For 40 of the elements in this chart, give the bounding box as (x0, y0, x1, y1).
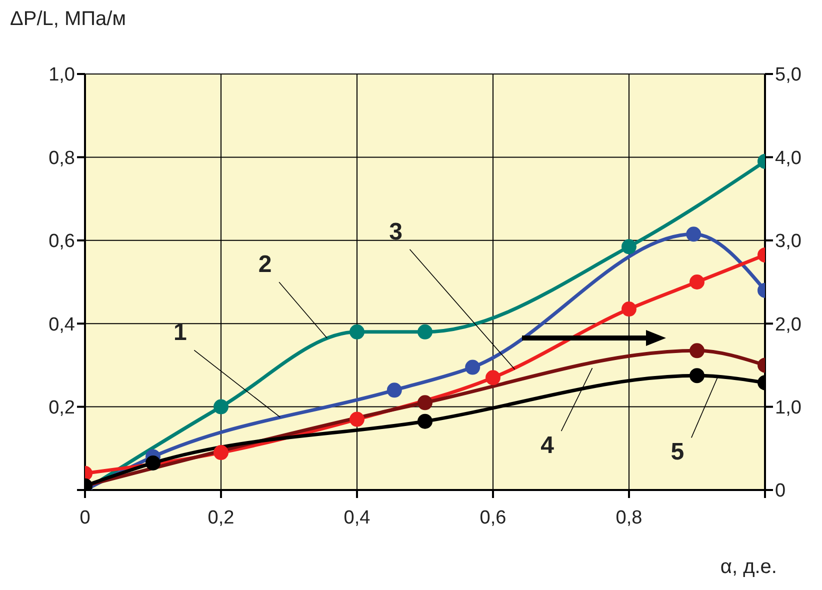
y-tick-label: 0,6 (48, 231, 75, 252)
annotation: 3 (389, 218, 402, 246)
y2-tick-label: 3,0 (775, 231, 802, 252)
point (350, 412, 364, 427)
point (386, 382, 402, 398)
annotation: 1 (173, 319, 187, 346)
point (690, 274, 704, 290)
y-tick-label: 0,2 (48, 398, 75, 419)
x-tick-label: 0,8 (616, 507, 642, 528)
y-axis-title: ΔP/L, МПа/м (10, 8, 126, 31)
annotation: 2 (258, 251, 272, 278)
point (622, 302, 636, 317)
x-tick-label: 0,2 (208, 507, 234, 528)
point (418, 414, 432, 429)
y2-tick-label: 1,0 (775, 398, 802, 419)
y2-tick-label: 2,0 (775, 314, 802, 336)
annotation: 4 (540, 432, 555, 460)
x-axis-title: α, д.е. (720, 556, 777, 579)
point (486, 370, 500, 386)
y2-tick-label: 0 (775, 480, 786, 502)
point (214, 399, 228, 414)
point (690, 368, 704, 384)
point (465, 360, 480, 375)
point (686, 226, 702, 242)
annotation: 5 (670, 438, 684, 466)
point (146, 455, 160, 470)
x-tick-label: 0,6 (480, 507, 506, 528)
point (690, 343, 704, 358)
x-tick-label: 0,4 (344, 507, 371, 528)
y-tick-label: 0,8 (48, 148, 75, 169)
point (622, 239, 636, 254)
point (418, 324, 432, 340)
x-tick-label: 0 (80, 507, 90, 528)
point (214, 445, 228, 460)
y2-tick-label: 4,0 (775, 148, 802, 169)
y-tick-label: 1,0 (48, 64, 75, 86)
point (350, 324, 364, 340)
y2-tick-label: 5,0 (775, 64, 802, 86)
point (418, 395, 432, 410)
y-tick-label: 0,4 (48, 314, 76, 336)
